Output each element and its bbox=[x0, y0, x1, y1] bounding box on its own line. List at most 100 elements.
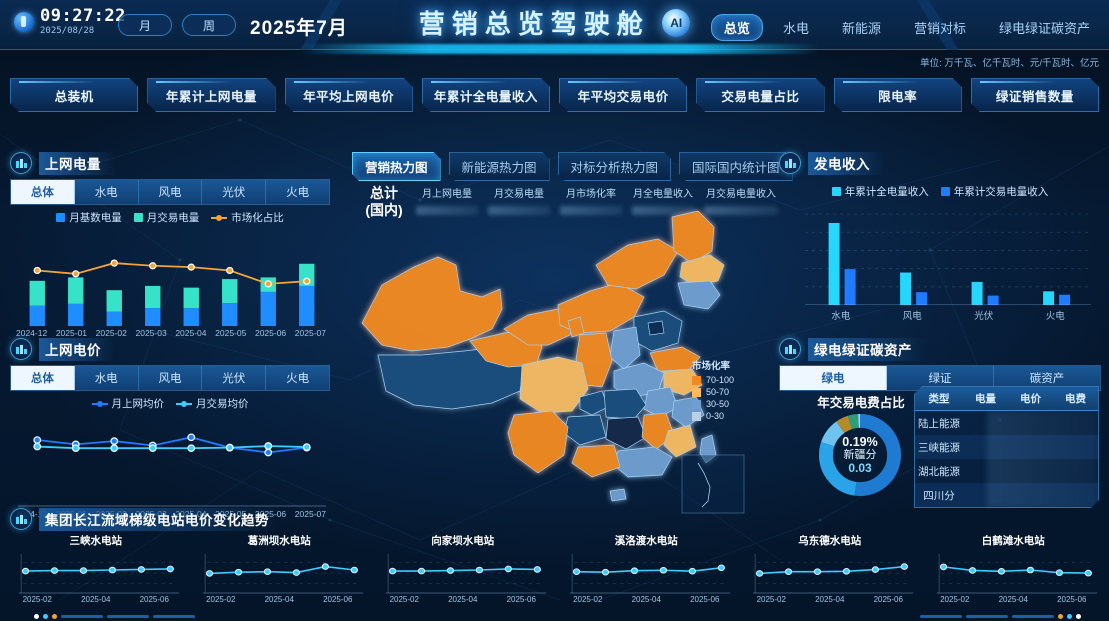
station-card-xiangjiaba[interactable]: 向家坝水电站 2025-02 2025-04 2025-06 bbox=[375, 533, 551, 604]
axis-tick: 2025-02 bbox=[756, 595, 786, 604]
station-chart bbox=[192, 552, 368, 594]
axis-tick: 2025-02 bbox=[573, 595, 603, 604]
tab-wind[interactable]: 风电 bbox=[138, 180, 203, 204]
legend-swatch bbox=[940, 187, 950, 196]
station-card-xiluodu[interactable]: 溪洛渡水电站 2025-02 2025-04 2025-06 bbox=[559, 533, 735, 604]
nav-item-hydro[interactable]: 水电 bbox=[782, 21, 809, 36]
kpi-card-curtailment-rate[interactable]: 限电率 bbox=[834, 78, 962, 112]
axis-tick: 2025-02 bbox=[389, 595, 419, 604]
tab-green-power[interactable]: 绿电 bbox=[780, 366, 887, 390]
top-nav: 总览 水电 新能源 营销对标 绿电绿证碳资产 bbox=[710, 14, 1103, 41]
kpi-card-ytd-grid-power[interactable]: 年累计上网电量 bbox=[147, 78, 275, 112]
axis-tick: 2025-02 bbox=[940, 595, 970, 604]
kpi-card-avg-trade-price[interactable]: 年平均交易电价 bbox=[559, 78, 687, 112]
legend-ytd-trade-income: 年累计交易电量收入 bbox=[940, 184, 1049, 199]
station-pager-right[interactable] bbox=[920, 614, 1081, 619]
tab-solar[interactable]: 光伏 bbox=[202, 366, 267, 390]
stat-col-header: 月交易电量收入 bbox=[706, 189, 776, 200]
pager-bar[interactable] bbox=[153, 615, 195, 618]
station-card-gezhouba[interactable]: 葛洲坝水电站 2025-02 2025-04 2025-06 bbox=[192, 533, 368, 604]
station-card-wudongde[interactable]: 乌东德水电站 2025-02 2025-04 2025-06 bbox=[742, 533, 918, 604]
trade-fee-donut[interactable]: 0.19% 新疆分 0.03 bbox=[815, 410, 905, 500]
table-body[interactable]: 陆上能源 三峡能源 湖北能源 四川分 长江电力 新疆分 bbox=[915, 411, 1098, 508]
map-tab-intl-domestic-stats[interactable]: 国际国内统计图 bbox=[679, 152, 793, 181]
map-tab-marketing-heat[interactable]: 营销热力图 bbox=[352, 152, 441, 181]
pager-dot[interactable] bbox=[1067, 614, 1072, 619]
legend-label: 年累计交易电量收入 bbox=[953, 186, 1049, 198]
legend-line bbox=[211, 214, 228, 221]
pager-dot[interactable] bbox=[52, 614, 57, 619]
pager-bar[interactable] bbox=[61, 615, 103, 618]
kpi-card-trade-share[interactable]: 交易电量占比 bbox=[696, 78, 824, 112]
pager-bar[interactable] bbox=[1012, 615, 1054, 618]
stat-col-monthly-trade-income: 月交易电量收入 bbox=[704, 185, 778, 215]
axis-tick: 2025-05 bbox=[215, 328, 247, 338]
stat-col-value bbox=[632, 206, 694, 215]
station-pager-left[interactable] bbox=[34, 614, 195, 619]
nav-item-overview[interactable]: 总览 bbox=[710, 14, 763, 41]
map-tab-new-energy-heat[interactable]: 新能源热力图 bbox=[449, 152, 550, 181]
kpi-card-avg-grid-price[interactable]: 年平均上网电价 bbox=[285, 78, 413, 112]
axis-tick: 2025-04 bbox=[448, 595, 478, 604]
axis-tick: 2025-06 bbox=[139, 595, 169, 604]
pager-dot[interactable] bbox=[1058, 614, 1063, 619]
map-legend-row: 0-30 bbox=[692, 411, 734, 421]
map-tab-benchmark-heat[interactable]: 对标分析热力图 bbox=[558, 152, 672, 181]
period-month-button[interactable]: 月 bbox=[118, 14, 172, 36]
tab-thermal[interactable]: 火电 bbox=[266, 180, 329, 204]
table-row[interactable]: 四川分 bbox=[915, 483, 1098, 507]
table-row[interactable]: 湖北能源 bbox=[915, 459, 1098, 483]
tab-thermal[interactable]: 火电 bbox=[266, 366, 329, 390]
axis-tick: 火电 bbox=[1045, 311, 1065, 322]
kpi-label: 年平均交易电价 bbox=[577, 89, 669, 104]
nav-item-new-energy[interactable]: 新能源 bbox=[841, 21, 881, 36]
china-map[interactable] bbox=[352, 205, 752, 515]
station-card-sanxia[interactable]: 三峡水电站 2025-02 2025-04 2025-06 bbox=[8, 533, 184, 604]
kpi-card-ytd-total-income[interactable]: 年累计全电量收入 bbox=[422, 78, 550, 112]
legend-line bbox=[176, 400, 192, 407]
pager-dot[interactable] bbox=[43, 614, 48, 619]
pager-bar[interactable] bbox=[920, 615, 962, 618]
kpi-card-green-cert-sales[interactable]: 绿证销售数量 bbox=[971, 78, 1099, 112]
green-assets-table[interactable]: 类型 电量 电价 电费 陆上能源 三峡能源 湖北能源 四川分 长江电力 bbox=[914, 386, 1099, 508]
station-title: 乌东德水电站 bbox=[798, 535, 862, 547]
income-chart-x-axis: 水电 风电 光伏 火电 bbox=[805, 308, 1091, 322]
tab-overall[interactable]: 总体 bbox=[11, 366, 75, 390]
pager-bar[interactable] bbox=[107, 615, 149, 618]
station-card-baihetan[interactable]: 白鹤滩水电站 2025-02 2025-04 2025-06 bbox=[926, 533, 1102, 604]
legend-base-power: 月基数电量 bbox=[56, 210, 122, 225]
table-row[interactable]: 三峡能源 bbox=[915, 435, 1098, 459]
station-axis: 2025-02 2025-04 2025-06 bbox=[375, 595, 551, 604]
axis-tick: 2025-07 bbox=[294, 509, 326, 519]
legend-trade-power: 月交易电量 bbox=[133, 210, 199, 225]
table-row[interactable]: 陆上能源 bbox=[915, 411, 1098, 435]
legend-line bbox=[91, 400, 108, 407]
kpi-row: 总装机 年累计上网电量 年平均上网电价 年累计全电量收入 年平均交易电价 交易电… bbox=[10, 78, 1099, 112]
kpi-label: 绿证销售数量 bbox=[995, 89, 1074, 104]
tab-solar[interactable]: 光伏 bbox=[202, 180, 267, 204]
tab-overall[interactable]: 总体 bbox=[11, 180, 75, 204]
station-axis: 2025-02 2025-04 2025-06 bbox=[192, 595, 368, 604]
kpi-card-total-capacity[interactable]: 总装机 bbox=[10, 78, 138, 112]
axis-tick: 2025-04 bbox=[264, 595, 294, 604]
station-axis: 2025-02 2025-04 2025-06 bbox=[926, 595, 1102, 604]
cell-type: 陆上能源 bbox=[918, 417, 960, 430]
tab-hydro[interactable]: 水电 bbox=[74, 366, 139, 390]
nav-item-benchmark[interactable]: 营销对标 bbox=[913, 21, 966, 36]
tab-wind[interactable]: 风电 bbox=[138, 366, 203, 390]
pager-dot[interactable] bbox=[1076, 614, 1081, 619]
power-legend: 月基数电量 月交易电量 市场化占比 bbox=[10, 210, 330, 225]
pager-bar[interactable] bbox=[966, 615, 1008, 618]
kpi-top-line bbox=[980, 81, 1056, 83]
panel-green-assets: 绿电绿证碳资产 绿电 绿证 碳资产 bbox=[779, 337, 1101, 391]
tab-hydro[interactable]: 水电 bbox=[74, 180, 139, 204]
nav-item-green-assets[interactable]: 绿电绿证碳资产 bbox=[998, 21, 1090, 36]
pager-dot[interactable] bbox=[34, 614, 39, 619]
panel-header: 上网电量 bbox=[10, 151, 330, 175]
clock-time: 09:27:22 bbox=[40, 6, 126, 26]
legend-label: 月基数电量 bbox=[69, 212, 122, 224]
panel-title: 上网电量 bbox=[39, 151, 115, 175]
period-week-button[interactable]: 周 bbox=[182, 14, 236, 36]
th-fee: 电费 bbox=[1065, 393, 1086, 405]
cell-type: 三峡能源 bbox=[918, 441, 960, 454]
